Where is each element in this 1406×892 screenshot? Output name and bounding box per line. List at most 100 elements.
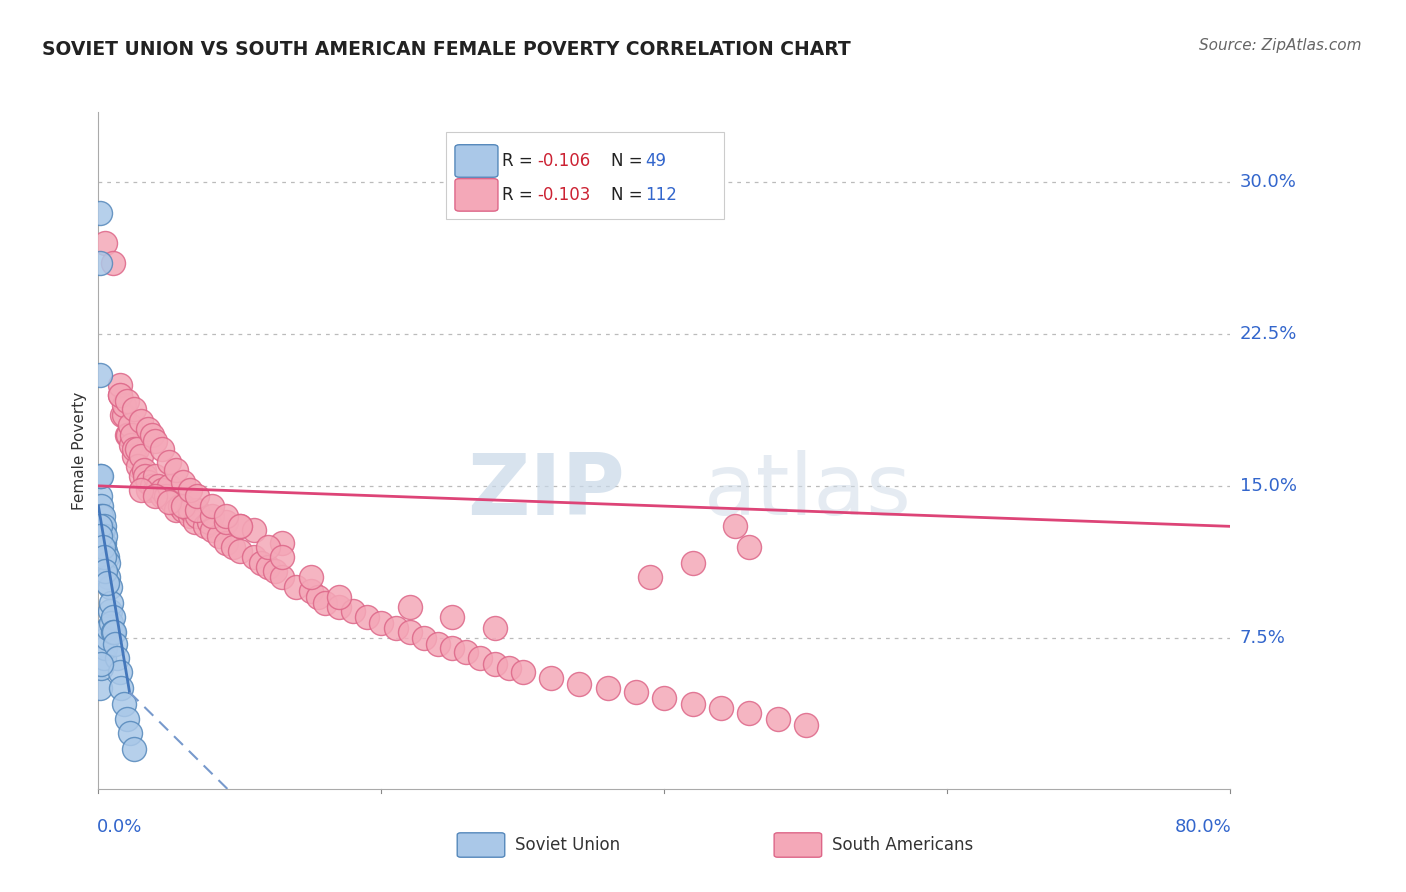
Point <box>157 495 180 509</box>
Point <box>91 524 114 538</box>
Point <box>299 584 322 599</box>
Point <box>652 691 676 706</box>
Point <box>682 556 704 570</box>
Point <box>427 637 450 651</box>
Point <box>186 509 208 524</box>
Point <box>179 503 201 517</box>
Point <box>115 712 138 726</box>
Point <box>271 570 294 584</box>
Point <box>146 479 169 493</box>
FancyBboxPatch shape <box>446 132 724 219</box>
Point <box>129 449 152 463</box>
Point <box>201 509 224 524</box>
Point <box>384 621 406 635</box>
Point <box>136 422 159 436</box>
Point <box>285 580 308 594</box>
Point <box>108 388 131 402</box>
Point <box>738 540 761 554</box>
Point <box>89 489 111 503</box>
Point <box>110 681 132 696</box>
Point <box>96 631 118 645</box>
Point <box>172 475 194 489</box>
Point <box>441 610 464 624</box>
Point <box>94 564 117 578</box>
Point <box>193 519 215 533</box>
Point <box>143 434 166 449</box>
Point <box>97 621 120 635</box>
Text: N =: N = <box>612 186 648 204</box>
Point <box>96 549 118 564</box>
Point <box>412 631 434 645</box>
Point <box>766 712 789 726</box>
Point <box>94 640 117 655</box>
Point <box>264 564 287 578</box>
Point <box>172 503 194 517</box>
Point <box>93 519 115 533</box>
Point <box>624 685 647 699</box>
Point <box>710 701 733 715</box>
Text: SOVIET UNION VS SOUTH AMERICAN FEMALE POVERTY CORRELATION CHART: SOVIET UNION VS SOUTH AMERICAN FEMALE PO… <box>42 40 851 59</box>
Point <box>93 535 115 549</box>
Text: 30.0%: 30.0% <box>1240 173 1296 191</box>
Point <box>136 483 159 497</box>
Point <box>314 596 336 610</box>
Point <box>370 616 392 631</box>
Point <box>456 645 478 659</box>
Point <box>94 235 117 250</box>
Point <box>90 529 112 543</box>
Point <box>179 509 201 524</box>
Point <box>257 540 280 554</box>
Point <box>90 657 112 671</box>
Point <box>229 519 252 533</box>
Point <box>89 681 111 696</box>
Point <box>738 706 761 720</box>
Point <box>222 540 245 554</box>
Point <box>111 408 134 422</box>
Point <box>127 458 149 473</box>
Text: 15.0%: 15.0% <box>1240 477 1296 495</box>
Point <box>89 205 111 219</box>
Text: 80.0%: 80.0% <box>1174 818 1232 836</box>
Point <box>98 604 121 618</box>
Point <box>484 621 506 635</box>
Point <box>90 661 112 675</box>
Point <box>398 600 420 615</box>
Text: N =: N = <box>612 152 648 170</box>
Point <box>108 388 131 402</box>
Point <box>112 408 135 422</box>
Point <box>118 725 141 739</box>
Point <box>122 742 145 756</box>
Point <box>470 651 492 665</box>
Point <box>93 651 115 665</box>
Point <box>89 256 111 270</box>
Point <box>122 401 145 416</box>
Text: 112: 112 <box>645 186 676 204</box>
Point <box>169 499 191 513</box>
Point <box>129 468 152 483</box>
Point <box>150 442 173 457</box>
Point <box>108 377 131 392</box>
Point <box>89 519 111 533</box>
Point <box>186 503 208 517</box>
Point <box>172 499 194 513</box>
Point <box>104 637 127 651</box>
Point <box>101 256 124 270</box>
Point <box>498 661 520 675</box>
Point <box>257 559 280 574</box>
Point <box>299 570 322 584</box>
Text: R =: R = <box>502 152 538 170</box>
Point <box>90 499 112 513</box>
Text: -0.106: -0.106 <box>537 152 591 170</box>
Text: R =: R = <box>502 186 538 204</box>
Text: ZIP: ZIP <box>467 450 624 533</box>
FancyBboxPatch shape <box>457 833 505 857</box>
FancyBboxPatch shape <box>775 833 821 857</box>
Point <box>141 479 163 493</box>
Point <box>243 524 266 538</box>
Point <box>229 519 252 533</box>
Point <box>229 543 252 558</box>
Point <box>307 590 329 604</box>
Point <box>101 610 124 624</box>
Point <box>93 549 115 564</box>
Text: Soviet Union: Soviet Union <box>515 836 620 854</box>
